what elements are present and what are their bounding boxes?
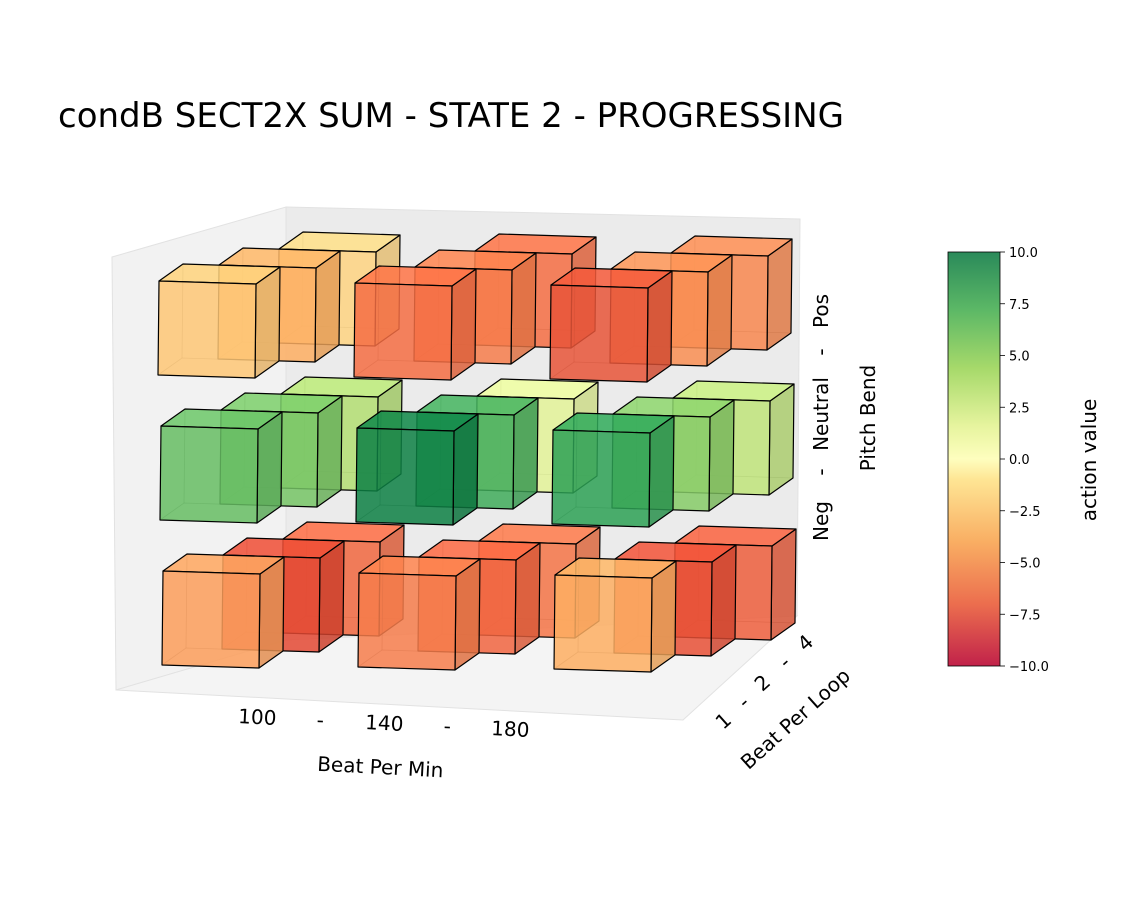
bar-right-face [510, 252, 537, 365]
bar-180-1-neutral [551, 412, 675, 528]
bar-front-face [157, 280, 257, 379]
bar-front-face [353, 282, 453, 381]
bar-right-face [646, 270, 673, 383]
bar-front-face [159, 425, 259, 524]
bar-right-face [650, 560, 677, 673]
bar-right-face [706, 254, 733, 367]
bar-right-face [648, 415, 675, 528]
x-tick-sep-1: - [316, 708, 324, 732]
z-axis-label: Pitch Bend [856, 365, 880, 471]
bar-right-face [450, 268, 477, 381]
z-tick-neg: Neg [809, 501, 833, 541]
colorbar-ticks: 10.0 7.5 5.0 2.5 0.0 −2.5 −5.0 −7.5 −10.0 [1000, 246, 1049, 675]
y-tick-2: 2 [750, 670, 776, 696]
z-tick-pos: Pos [809, 294, 833, 328]
colorbar-gradient [947, 251, 1001, 667]
colorbar-tick-label: 0.0 [1009, 453, 1030, 468]
bar-front-face [553, 574, 653, 673]
colorbar-tick-label: 5.0 [1009, 350, 1030, 365]
bar-right-face [452, 413, 479, 526]
colorbar-label: action value [1077, 399, 1101, 522]
z-axis: Neg - Neutral - Pos Pitch Bend [809, 294, 880, 541]
colorbar-tick-label: −10.0 [1009, 660, 1049, 675]
bar-140-1-neg [357, 555, 481, 671]
bar-right-face [258, 556, 285, 669]
colorbar-tick-label: −2.5 [1009, 505, 1041, 520]
bars-group [157, 231, 797, 673]
x-tick-180: 180 [491, 716, 530, 742]
x-tick-140: 140 [365, 710, 404, 736]
bar-front-face [355, 427, 455, 526]
bar-right-face [766, 238, 793, 351]
y-tick-1: 1 [711, 708, 737, 734]
x-axis: 100 - 140 - 180 Beat Per Min [238, 704, 530, 782]
chart-title: condB SECT2X SUM - STATE 2 - PROGRESSING [58, 96, 844, 136]
bar-180-1-pos [549, 267, 673, 383]
bar-right-face [768, 383, 795, 496]
z-tick-sep-1: - [809, 468, 833, 475]
bar-right-face [710, 544, 737, 657]
y-tick-sep-2: - [774, 650, 795, 673]
bar-right-face [770, 528, 797, 641]
bar-front-face [161, 570, 261, 669]
bar-right-face [512, 397, 539, 510]
x-tick-sep-2: - [443, 714, 451, 738]
bar-100-1-pos [157, 263, 281, 379]
y-tick-4: 4 [793, 630, 819, 656]
bar-140-1-pos [353, 265, 477, 381]
bar-140-1-neutral [355, 410, 479, 526]
bar-right-face [254, 266, 281, 379]
bar-right-face [314, 250, 341, 363]
bar-front-face [549, 284, 649, 383]
bar-front-face [357, 572, 457, 671]
bar-180-1-neg [553, 557, 677, 673]
colorbar-tick-label: 7.5 [1009, 298, 1030, 313]
z-tick-sep-2: - [809, 348, 833, 355]
y-tick-sep-1: - [733, 690, 754, 713]
z-tick-neutral: Neutral [809, 377, 833, 451]
bar-100-1-neg [161, 553, 285, 669]
bar-right-face [514, 542, 541, 655]
colorbar-tick-label: 10.0 [1009, 246, 1038, 261]
bar-right-face [454, 558, 481, 671]
colorbar-tick-label: −5.0 [1009, 557, 1041, 572]
bar-right-face [708, 399, 735, 512]
x-axis-label: Beat Per Min [317, 752, 444, 783]
bar-right-face [256, 411, 283, 524]
bar-front-face [551, 429, 651, 528]
colorbar-tick-label: 2.5 [1009, 401, 1030, 416]
colorbar: 10.0 7.5 5.0 2.5 0.0 −2.5 −5.0 −7.5 −10.0 action… [947, 246, 1101, 675]
colorbar-tick-label: −7.5 [1009, 608, 1041, 623]
x-tick-100: 100 [238, 704, 277, 730]
bar-100-1-neutral [159, 408, 283, 524]
bar-right-face [318, 540, 345, 653]
bar-right-face [316, 395, 343, 508]
